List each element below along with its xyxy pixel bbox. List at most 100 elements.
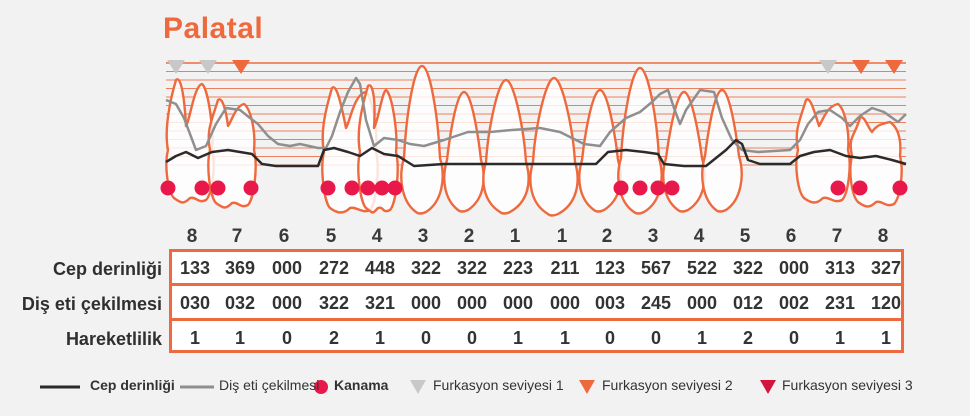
table-cell: 1 [189,328,200,348]
table-cell: 2 [742,328,753,348]
bleeding-dot [194,180,210,196]
table-cell: 133 [179,258,211,278]
table-cell: 002 [778,293,810,313]
tooth-number: 4 [371,226,383,247]
page-title: Palatal [163,12,264,45]
table-cell: 0 [466,328,477,348]
table-cell: 0 [650,328,661,348]
furcation-level-2-icon [852,60,870,74]
bleeding-dot [360,180,376,196]
table-cell: 322 [318,293,350,313]
bleeding-dot [320,180,336,196]
tooth-incisor [482,78,530,215]
table-cell: 0 [788,328,799,348]
legend-furcation-2-label: Furkasyon seviyesi 2 [602,377,733,393]
table-cell: 322 [456,258,488,278]
tooth-canine [400,64,444,215]
tooth-incisor [529,76,579,217]
measurement-table: 133 369 000 272 448 322 322 223 211 123 567 522 322 0… [169,249,904,353]
table-cell: 000 [686,293,718,313]
bleeding-dot [632,180,648,196]
bleeding-dot [852,180,868,196]
table-cell: 1 [234,328,245,348]
tooth-number: 8 [877,226,889,247]
tooth-number: 2 [463,226,475,247]
table-cell: 327 [870,258,902,278]
table-cell: 000 [410,293,442,313]
tooth-number: 1 [509,226,521,247]
tooth-number: 5 [325,226,337,247]
table-cell: 567 [640,258,672,278]
table-cell: 030 [179,293,211,313]
legend-furcation-3-label: Furkasyon seviyesi 3 [782,377,913,393]
bleeding-dot [387,180,403,196]
legend-bleeding-icon [314,380,328,394]
table-cell: 003 [594,293,626,313]
table-cell: 032 [224,293,256,313]
furcation-level-2-icon [885,60,903,74]
furcation-level-1-icon [199,60,217,74]
table-cell: 120 [870,293,902,313]
table-cell: 000 [549,293,581,313]
table-cell: 321 [364,293,396,313]
tooth-number: 8 [186,226,198,247]
tooth-incisor [443,90,485,213]
table-divider [172,283,901,286]
table-cell: 245 [640,293,672,313]
table-cell: 1 [834,328,845,348]
table-cell: 0 [420,328,431,348]
furcation-level-1-icon [167,60,185,74]
legend-furcation-1-label: Furkasyon seviyesi 1 [433,377,564,393]
table-cell: 369 [224,258,256,278]
tooth-number: 4 [693,226,705,247]
table-cell: 0 [281,328,292,348]
tooth-molar [207,98,257,209]
legend-furcation-2-icon [579,380,595,394]
table-cell: 313 [824,258,856,278]
bleeding-dot [374,180,390,196]
bleeding-dot [243,180,259,196]
bleeding-dot [830,180,846,196]
pocket-depth-line [165,138,907,168]
legend: Cep derinliği Diş eti çekilmesi Kanama F… [0,372,970,402]
table-cell: 000 [271,258,303,278]
table-cell: 012 [732,293,764,313]
table-cell: 0 [604,328,615,348]
table-cell: 1 [696,328,707,348]
table-cell: 322 [732,258,764,278]
tooth-number: 3 [647,226,659,247]
bleeding-dot [344,180,360,196]
table-cell: 1 [880,328,891,348]
furcation-level-1-icon [819,60,837,74]
tooth-number: 6 [278,226,290,247]
tooth-number: 5 [739,226,751,247]
table-cell: 000 [456,293,488,313]
legend-furcation-1-icon [410,380,426,394]
furcation-markers [167,60,903,74]
legend-bleeding-label: Kanama [334,377,389,393]
bleeding-dot [210,180,226,196]
table-cell: 1 [559,328,570,348]
table-cell: 2 [328,328,339,348]
table-cell: 448 [364,258,396,278]
furcation-level-2-icon [232,60,250,74]
bleeding-dot [892,180,908,196]
bleeding-dot [160,180,176,196]
tooth-number: 3 [417,226,429,247]
tooth-number: 2 [601,226,613,247]
legend-pocket-depth-label: Cep derinliği [90,377,175,393]
legend-furcation-3-icon [760,380,776,394]
tooth-number: 7 [231,226,243,247]
bleeding-points [160,180,908,196]
row-label-mobility: Hareketlilik [65,329,162,349]
row-label-pocket-depth: Cep derinliği [52,259,162,279]
table-cell: 000 [778,258,810,278]
bleeding-dot [613,180,629,196]
legend-recession-label: Diş eti çekilmesi [219,377,320,393]
table-cell: 322 [410,258,442,278]
table-cell: 1 [512,328,523,348]
table-cell: 123 [594,258,626,278]
bleeding-dot [650,180,666,196]
table-cell: 223 [502,258,534,278]
table-divider [172,318,901,321]
